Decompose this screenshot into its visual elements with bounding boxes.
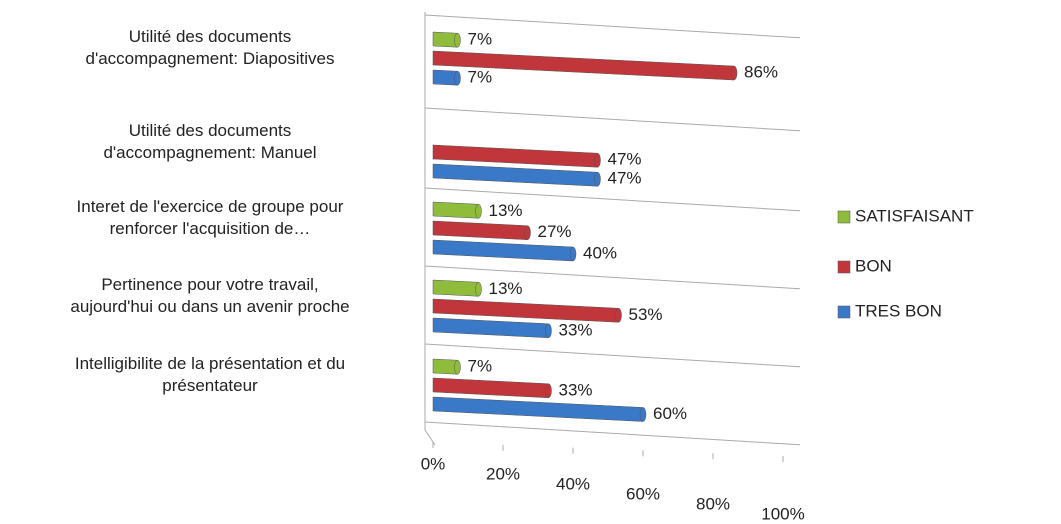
- x-tick-label: 0%: [421, 454, 446, 473]
- data-label: 40%: [583, 243, 617, 262]
- data-label: 86%: [744, 63, 778, 82]
- x-tick-label: 20%: [486, 464, 520, 483]
- data-label: 7%: [468, 357, 493, 376]
- x-tick-label: 60%: [626, 484, 660, 503]
- data-label: 47%: [608, 169, 642, 188]
- grid-line: [424, 107, 801, 132]
- category-label: Pertinence pour votre travail, aujourd'h…: [70, 275, 350, 316]
- bar-cap: [639, 407, 647, 422]
- bar: [432, 239, 574, 262]
- data-label: 7%: [468, 68, 493, 87]
- data-label: 33%: [559, 320, 593, 339]
- bar: [432, 144, 598, 168]
- bar-cap: [545, 323, 552, 339]
- legend-label: BON: [855, 256, 892, 275]
- data-label: 60%: [653, 404, 687, 423]
- bar: [432, 163, 598, 187]
- bar-cap: [524, 225, 531, 240]
- bar-cap: [569, 246, 577, 262]
- bar-cap: [615, 308, 622, 323]
- grid-line: [424, 187, 801, 212]
- data-label: 53%: [629, 305, 663, 324]
- bar: [432, 358, 458, 375]
- x-tick-label: 80%: [696, 494, 730, 513]
- bar-cap: [454, 32, 461, 48]
- bar: [432, 377, 549, 399]
- bar: [432, 317, 549, 339]
- data-label: 13%: [489, 279, 523, 298]
- legend-label: SATISFAISANT: [855, 206, 974, 225]
- data-label: 13%: [489, 201, 523, 220]
- bar: [432, 31, 458, 48]
- data-label: 47%: [608, 150, 642, 169]
- category-label: Utilité des documents d'accompagnement: …: [85, 27, 335, 68]
- bar: [432, 396, 644, 422]
- bar-cap: [475, 204, 482, 219]
- grid-line: [424, 14, 801, 39]
- category-label: Intelligibilite de la présentation et du…: [74, 354, 346, 395]
- x-tick-label: 40%: [556, 474, 590, 493]
- bar: [432, 69, 458, 86]
- grid-line: [424, 343, 801, 368]
- x-tick-label: 100%: [761, 504, 804, 523]
- data-label: 27%: [538, 222, 572, 241]
- bar-cap: [454, 70, 461, 86]
- category-label: Utilité des documents d'accompagnement: …: [103, 121, 317, 162]
- bar-cap: [594, 171, 601, 187]
- grid-line: [424, 421, 801, 446]
- data-label: 7%: [468, 30, 493, 49]
- bar: [432, 298, 619, 323]
- bar: [432, 201, 479, 219]
- legend-swatch: [837, 305, 851, 319]
- category-label: Interet de l'exercice de groupe pour ren…: [76, 197, 344, 238]
- bar-cap: [730, 65, 738, 81]
- legend-swatch: [837, 210, 851, 224]
- bar-cap: [475, 282, 482, 297]
- data-label: 33%: [559, 380, 593, 399]
- bar: [432, 220, 528, 240]
- bar-cap: [545, 383, 552, 399]
- grid-line: [424, 265, 801, 290]
- bar: [432, 279, 479, 297]
- legend-swatch: [837, 260, 851, 274]
- bar-cap: [454, 359, 461, 375]
- legend-label: TRES BON: [855, 301, 942, 320]
- bar-cap: [594, 152, 601, 168]
